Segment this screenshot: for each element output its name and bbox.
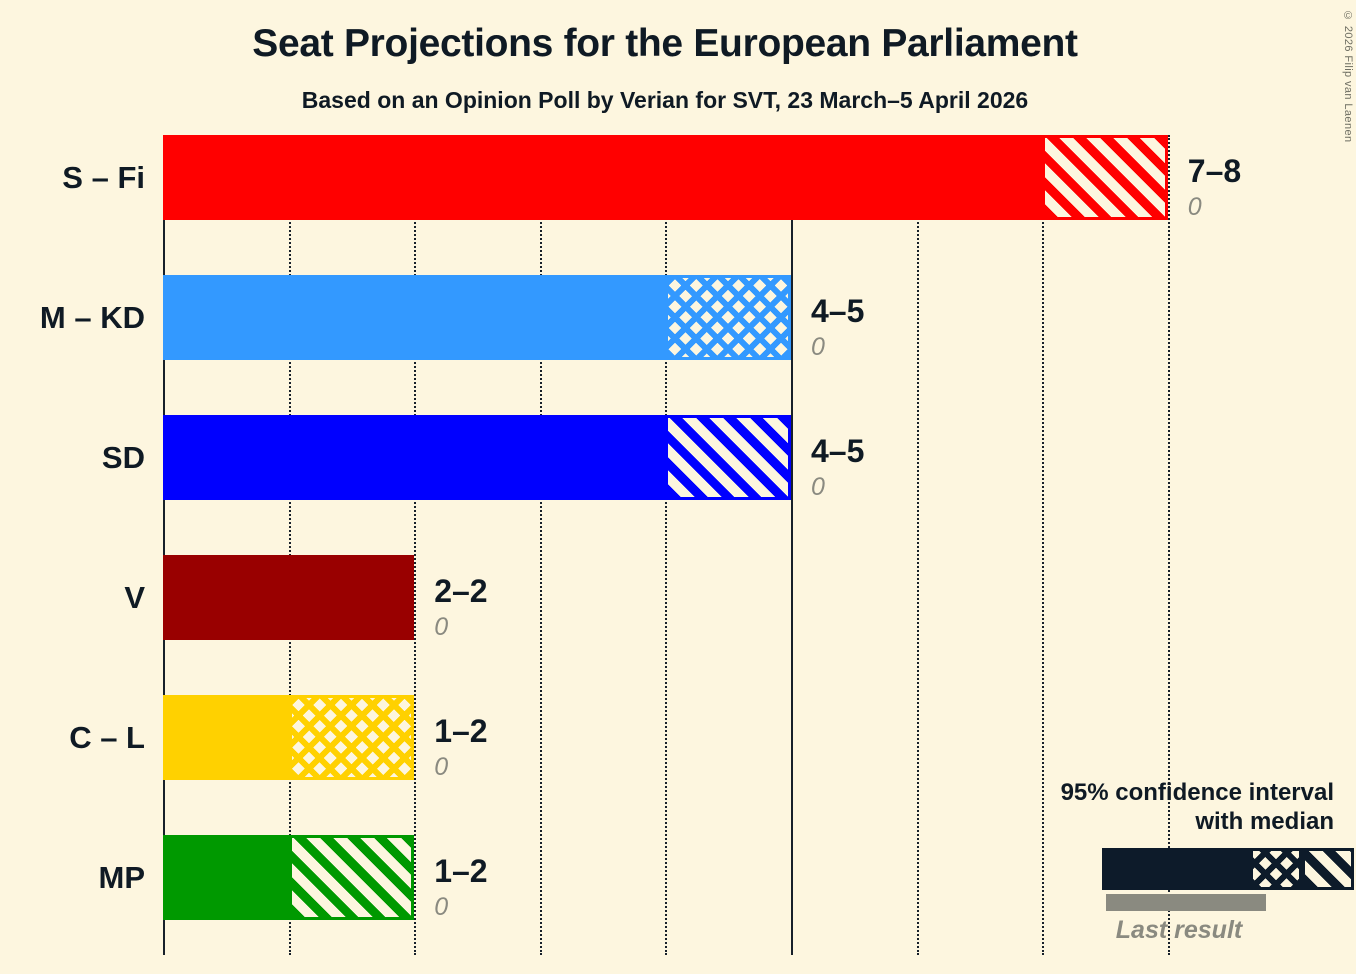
value-label: 4–5 [811,433,865,469]
bar-mp [163,835,415,920]
legend-last-result-label: Last result [1115,916,1243,944]
value-label: 4–5 [811,293,865,329]
legend-cross-segment [1250,848,1302,890]
bar-median-segment [163,835,289,920]
chart-row: C – L 1–2 0 [0,695,1356,781]
legend-interval-bar [1102,848,1354,890]
bar-sfi [163,135,1168,220]
legend-last-result-bar [1106,894,1266,911]
bar-confidence-segment [665,415,791,500]
bar-confidence-segment [288,835,415,920]
row-label-sd: SD [101,440,145,475]
bar-confidence-segment [288,695,415,780]
gridline-seat-7 [1042,135,1045,955]
row-label-mkd: M – KD [39,300,145,335]
gridline-seat-2 [414,135,417,955]
copyright-notice: © 2026 Filip van Laenen [1342,10,1354,143]
value-label: 2–2 [434,573,488,609]
last-result-value: 0 [434,753,449,781]
bar-median-segment [163,415,666,500]
page-title: Seat Projections for the European Parlia… [252,22,1078,65]
chart-row: SD 4–5 0 [0,415,1356,501]
bar-cl [163,695,415,780]
last-result-value: 0 [1187,193,1202,221]
value-label: 1–2 [434,853,488,889]
row-label-v: V [124,580,145,615]
chart-row: MP 1–2 0 [0,835,1356,921]
gridline-seat-4 [665,135,668,955]
bar-confidence-segment [1042,135,1168,220]
bar-median-segment [163,555,415,640]
last-result-value: 0 [434,893,449,921]
gridline-seat-3 [539,135,542,955]
bar-median-segment [163,695,289,780]
legend-diagonal-segment [1302,848,1354,890]
last-result-value: 0 [811,333,825,361]
bar-mkd [163,275,791,360]
row-label-mp: MP [98,860,146,895]
legend-line-1: 95% confidence interval [1060,779,1334,806]
bar-median-segment [163,135,1043,220]
row-label-cl: C – L [69,720,145,755]
bar-sd [163,415,791,500]
axis-line-seat-0 [163,135,165,955]
axis-line-seat-5 [791,135,793,955]
legend: 95% confidence interval with median Last… [1024,778,1354,944]
row-label-sfi: S – Fi [62,160,145,195]
chart-row: V 2–2 0 [0,555,1356,641]
bar-median-segment [163,275,666,360]
legend-line-2: with median [1195,808,1334,835]
page-subtitle: Based on an Opinion Poll by Verian for S… [301,87,1029,113]
chart-row: S – Fi 7–8 0 [0,135,1356,221]
legend-median-segment [1102,848,1250,890]
bar-confidence-segment [665,275,791,360]
chart-row: M – KD 4–5 0 [0,275,1356,361]
gridline-seat-1 [288,135,291,955]
last-result-value: 0 [434,613,449,641]
value-label: 7–8 [1187,153,1242,189]
gridline-seat-6 [916,135,919,955]
gridline-seat-8 [1167,135,1170,955]
value-label: 1–2 [434,713,488,749]
last-result-value: 0 [811,473,825,501]
bar-v [163,555,415,640]
